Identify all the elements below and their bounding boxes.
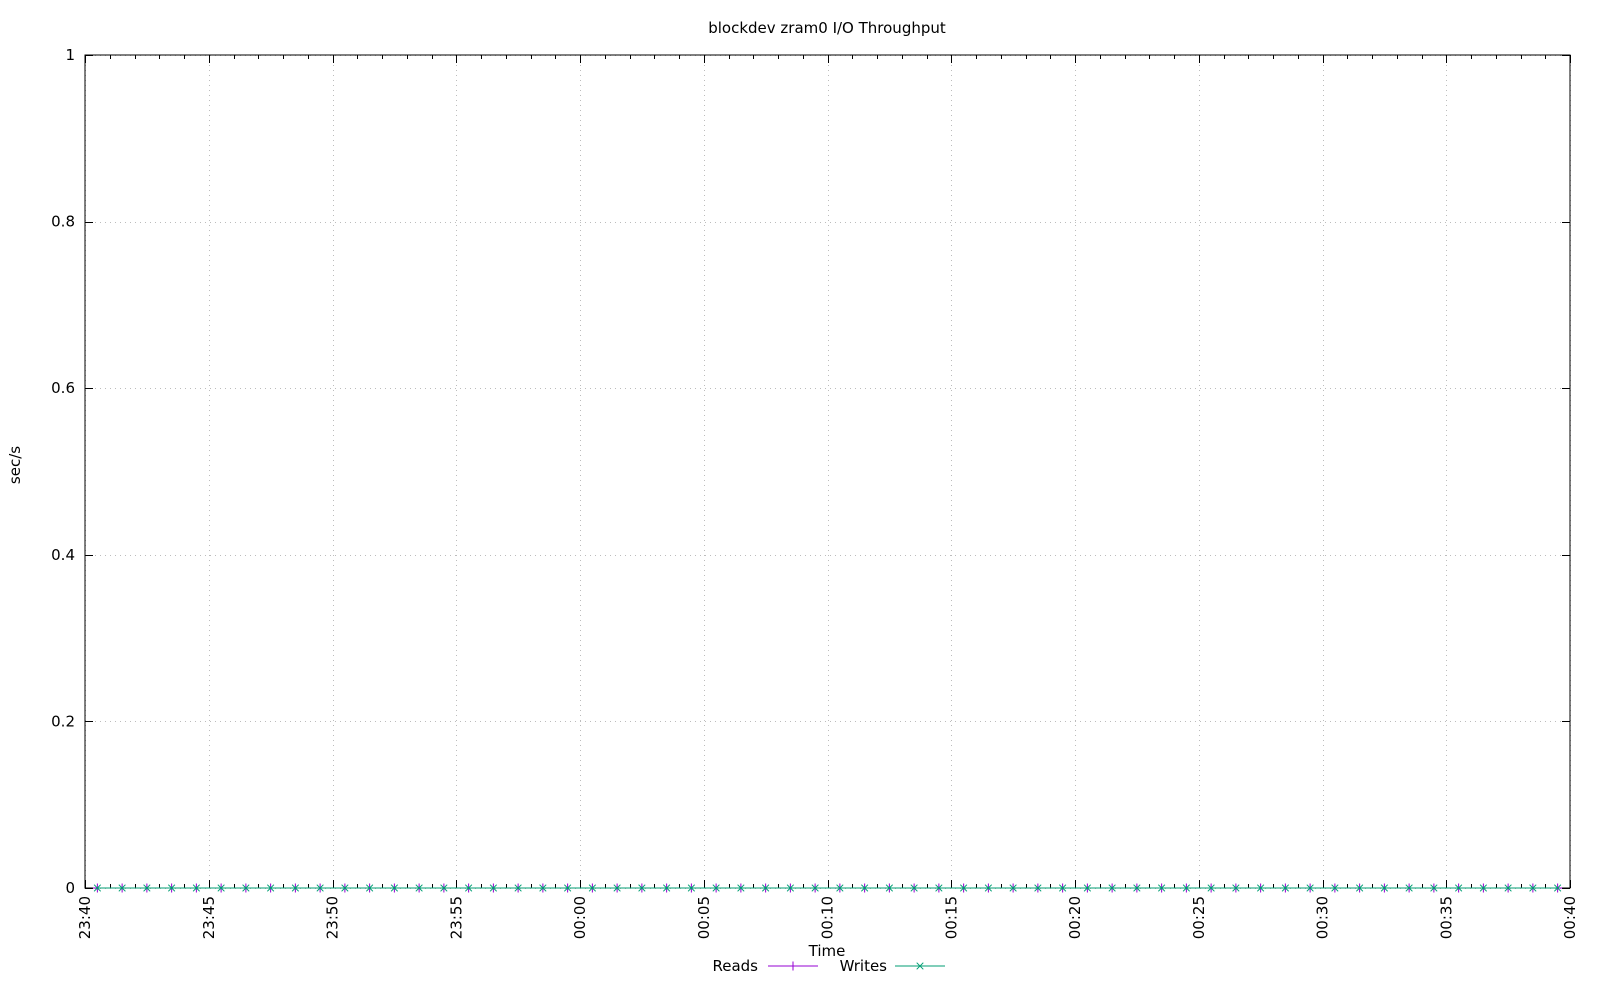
data-marker-writes bbox=[1058, 884, 1067, 892]
data-marker-writes bbox=[984, 884, 993, 892]
y-tick-label: 1 bbox=[65, 46, 75, 64]
x-tick-label: 00:05 bbox=[695, 896, 713, 939]
x-tick-label: 23:50 bbox=[324, 896, 342, 939]
data-marker-writes bbox=[687, 884, 696, 892]
data-marker-writes bbox=[1553, 884, 1562, 892]
data-marker-writes bbox=[712, 884, 720, 892]
x-tick-label: 00:00 bbox=[571, 896, 589, 939]
data-marker-writes bbox=[266, 884, 275, 892]
data-marker-writes bbox=[885, 884, 894, 892]
data-marker-writes bbox=[1133, 884, 1141, 892]
x-tick-label: 23:55 bbox=[447, 896, 465, 939]
data-marker-writes bbox=[514, 884, 522, 892]
data-marker-writes bbox=[242, 884, 250, 892]
x-tick-label: 00:30 bbox=[1314, 896, 1332, 939]
data-marker-writes bbox=[1430, 884, 1438, 892]
data-marker-writes bbox=[1529, 884, 1537, 892]
x-tick-label: 00:25 bbox=[1190, 896, 1208, 939]
data-marker-writes bbox=[786, 884, 795, 892]
data-marker-writes bbox=[1083, 884, 1092, 892]
x-tick-label: 23:45 bbox=[200, 896, 218, 939]
data-marker-writes bbox=[563, 884, 572, 892]
tick-layer bbox=[85, 55, 1571, 889]
x-tick-label: 00:40 bbox=[1561, 896, 1579, 939]
data-marker-writes bbox=[341, 884, 349, 892]
y-tick-label: 0.2 bbox=[51, 712, 75, 730]
x-tick-label: 00:10 bbox=[819, 896, 837, 939]
data-marker-writes bbox=[1009, 884, 1017, 892]
data-marker-writes bbox=[910, 884, 918, 892]
data-marker-writes bbox=[192, 884, 201, 892]
y-tick-label: 0.8 bbox=[51, 213, 75, 231]
data-marker-writes bbox=[935, 884, 943, 892]
data-marker-writes bbox=[860, 884, 869, 892]
legend-sample-marker bbox=[916, 962, 924, 970]
data-marker-writes bbox=[217, 884, 225, 892]
legend: Reads Writes bbox=[712, 957, 945, 975]
data-marker-writes bbox=[761, 884, 770, 892]
data-marker-writes bbox=[737, 884, 745, 892]
data-marker-writes bbox=[489, 884, 498, 892]
data-marker-writes bbox=[662, 884, 671, 892]
legend-sample-marker bbox=[788, 961, 798, 971]
data-marker-writes bbox=[93, 884, 102, 892]
data-marker-writes bbox=[613, 884, 621, 892]
data-marker-writes bbox=[167, 884, 176, 892]
x-tick-label: 00:15 bbox=[942, 896, 960, 939]
y-tick-label: 0.6 bbox=[51, 379, 75, 397]
grid-layer bbox=[85, 55, 1571, 889]
x-tick-label: 23:40 bbox=[76, 896, 94, 939]
x-tick-label: 00:20 bbox=[1066, 896, 1084, 939]
data-marker-writes bbox=[539, 884, 547, 892]
data-marker-writes bbox=[464, 884, 473, 892]
legend-writes-sample-line bbox=[895, 962, 945, 970]
data-marker-writes bbox=[1380, 884, 1389, 892]
data-marker-writes bbox=[1355, 884, 1364, 892]
data-marker-writes bbox=[291, 884, 300, 892]
y-axis-label: sec/s bbox=[6, 446, 24, 484]
data-marker-writes bbox=[316, 884, 324, 892]
data-marker-writes bbox=[1157, 884, 1166, 892]
data-marker-writes bbox=[1454, 884, 1463, 892]
data-marker-writes bbox=[588, 884, 597, 892]
y-tick-label: 0 bbox=[65, 879, 75, 897]
data-marker-writes bbox=[1256, 884, 1265, 892]
data-marker-writes bbox=[1207, 884, 1215, 892]
legend-reads-label: Reads bbox=[712, 957, 758, 975]
data-marker-writes bbox=[1306, 884, 1314, 892]
data-marker-writes bbox=[836, 884, 844, 892]
data-marker-writes bbox=[440, 884, 448, 892]
plot-border bbox=[84, 54, 1571, 889]
data-marker-writes bbox=[1331, 884, 1339, 892]
legend-reads-sample-line bbox=[768, 961, 818, 971]
data-marker-writes bbox=[1232, 884, 1240, 892]
data-marker-writes bbox=[811, 884, 819, 892]
chart-title: blockdev zram0 I/O Throughput bbox=[708, 19, 946, 37]
data-marker-writes bbox=[1108, 884, 1116, 892]
tick-label-layer: 0 0.2 0.4 0.6 0.8 1 23:40 23:45 23:50 23:55 00:00 0… bbox=[51, 46, 1579, 939]
data-marker-writes bbox=[365, 884, 374, 892]
data-marker-writes bbox=[1479, 884, 1488, 892]
data-marker-writes bbox=[1281, 884, 1290, 892]
plot-border-layer bbox=[84, 54, 1571, 889]
data-marker-writes bbox=[1182, 884, 1191, 892]
data-marker-writes bbox=[390, 884, 399, 892]
data-marker-writes bbox=[415, 884, 423, 892]
y-tick-label: 0.4 bbox=[51, 546, 75, 564]
data-marker-writes bbox=[143, 884, 151, 892]
data-marker-writes bbox=[1405, 884, 1413, 892]
legend-writes-label: Writes bbox=[840, 957, 888, 975]
data-marker-writes bbox=[1034, 884, 1042, 892]
x-axis-label: Time bbox=[808, 942, 846, 960]
data-marker-writes bbox=[118, 884, 126, 892]
x-tick-label: 00:35 bbox=[1437, 896, 1455, 939]
data-marker-writes bbox=[638, 884, 646, 892]
data-marker-writes bbox=[1504, 884, 1512, 892]
series-layer bbox=[92, 883, 1563, 893]
data-marker-writes bbox=[959, 884, 968, 892]
